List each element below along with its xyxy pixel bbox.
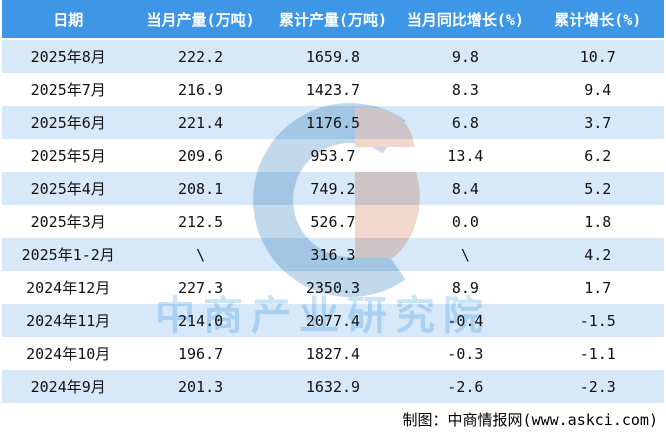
cumulative-output-cell: 526.7 <box>266 205 400 238</box>
cumulative-growth-cell: 1.7 <box>531 271 664 304</box>
table-row: 2025年5月 209.6 953.7 13.4 6.2 <box>2 139 664 172</box>
column-header-monthly-output: 当月产量(万吨) <box>134 0 267 40</box>
monthly-yoy-growth-cell: 13.4 <box>399 139 532 172</box>
header-row: 日期 当月产量(万吨) 累计产量(万吨) 当月同比增长(%) 累计增长(%) <box>2 0 664 40</box>
cumulative-growth-cell: 3.7 <box>531 106 664 139</box>
column-header-monthly-yoy-growth: 当月同比增长(%) <box>399 0 532 40</box>
monthly-output-cell: 196.7 <box>134 337 267 370</box>
cumulative-growth-cell: 9.4 <box>531 73 664 106</box>
cumulative-output-cell: 1659.8 <box>266 40 400 73</box>
monthly-output-cell: \ <box>134 238 267 271</box>
table-header: 日期 当月产量(万吨) 累计产量(万吨) 当月同比增长(%) 累计增长(%) <box>2 0 664 40</box>
cumulative-growth-cell: -1.1 <box>531 337 664 370</box>
table-row: 2025年8月 222.2 1659.8 9.8 10.7 <box>2 40 664 73</box>
column-header-date: 日期 <box>2 0 135 40</box>
column-header-cumulative-output: 累计产量(万吨) <box>266 0 400 40</box>
table-row: 2024年10月 196.7 1827.4 -0.3 -1.1 <box>2 337 664 370</box>
date-cell: 2024年9月 <box>2 370 135 403</box>
date-cell: 2025年5月 <box>2 139 135 172</box>
table-row: 2025年7月 216.9 1423.7 8.3 9.4 <box>2 73 664 106</box>
cumulative-output-cell: 316.3 <box>266 238 400 271</box>
monthly-output-cell: 221.4 <box>134 106 267 139</box>
monthly-output-cell: 208.1 <box>134 172 267 205</box>
monthly-yoy-growth-cell: 8.9 <box>399 271 532 304</box>
monthly-output-cell: 214.0 <box>134 304 267 337</box>
cumulative-growth-cell: -1.5 <box>531 304 664 337</box>
table-body: 2025年8月 222.2 1659.8 9.8 10.7 2025年7月 216.9 142… <box>2 40 664 403</box>
production-data-table: 日期 当月产量(万吨) 累计产量(万吨) 当月同比增长(%) 累计增长(%) 2… <box>2 0 664 403</box>
monthly-output-cell: 227.3 <box>134 271 267 304</box>
monthly-yoy-growth-cell: -0.4 <box>399 304 532 337</box>
cumulative-growth-cell: -2.3 <box>531 370 664 403</box>
cumulative-growth-cell: 10.7 <box>531 40 664 73</box>
table-row: 2024年12月 227.3 2350.3 8.9 1.7 <box>2 271 664 304</box>
date-cell: 2025年6月 <box>2 106 135 139</box>
date-cell: 2025年1-2月 <box>2 238 135 271</box>
table-row: 2025年4月 208.1 749.2 8.4 5.2 <box>2 172 664 205</box>
cumulative-output-cell: 749.2 <box>266 172 400 205</box>
column-header-cumulative-growth: 累计增长(%) <box>531 0 664 40</box>
date-cell: 2024年10月 <box>2 337 135 370</box>
footer-bar: 制图：中商情报网(www.askci.com) <box>0 403 666 436</box>
footer-credit: 制图：中商情报网(www.askci.com) <box>402 411 658 429</box>
table-row: 2024年11月 214.0 2077.4 -0.4 -1.5 <box>2 304 664 337</box>
cumulative-growth-cell: 5.2 <box>531 172 664 205</box>
cumulative-output-cell: 1423.7 <box>266 73 400 106</box>
cumulative-growth-cell: 4.2 <box>531 238 664 271</box>
cumulative-output-cell: 2350.3 <box>266 271 400 304</box>
date-cell: 2025年7月 <box>2 73 135 106</box>
monthly-yoy-growth-cell: \ <box>399 238 532 271</box>
cumulative-output-cell: 1827.4 <box>266 337 400 370</box>
monthly-output-cell: 212.5 <box>134 205 267 238</box>
monthly-yoy-growth-cell: -2.6 <box>399 370 532 403</box>
table-row: 2025年3月 212.5 526.7 0.0 1.8 <box>2 205 664 238</box>
monthly-output-cell: 209.6 <box>134 139 267 172</box>
monthly-yoy-growth-cell: 9.8 <box>399 40 532 73</box>
monthly-yoy-growth-cell: -0.3 <box>399 337 532 370</box>
date-cell: 2025年3月 <box>2 205 135 238</box>
monthly-output-cell: 216.9 <box>134 73 267 106</box>
table-row: 2025年6月 221.4 1176.5 6.8 3.7 <box>2 106 664 139</box>
date-cell: 2025年4月 <box>2 172 135 205</box>
table-row: 2024年9月 201.3 1632.9 -2.6 -2.3 <box>2 370 664 403</box>
cumulative-output-cell: 1632.9 <box>266 370 400 403</box>
cumulative-output-cell: 1176.5 <box>266 106 400 139</box>
monthly-yoy-growth-cell: 8.3 <box>399 73 532 106</box>
cumulative-output-cell: 953.7 <box>266 139 400 172</box>
monthly-output-cell: 201.3 <box>134 370 267 403</box>
monthly-output-cell: 222.2 <box>134 40 267 73</box>
cumulative-output-cell: 2077.4 <box>266 304 400 337</box>
table-row: 2025年1-2月 \ 316.3 \ 4.2 <box>2 238 664 271</box>
monthly-yoy-growth-cell: 6.8 <box>399 106 532 139</box>
date-cell: 2025年8月 <box>2 40 135 73</box>
date-cell: 2024年12月 <box>2 271 135 304</box>
cumulative-growth-cell: 1.8 <box>531 205 664 238</box>
monthly-yoy-growth-cell: 8.4 <box>399 172 532 205</box>
date-cell: 2024年11月 <box>2 304 135 337</box>
cumulative-growth-cell: 6.2 <box>531 139 664 172</box>
monthly-yoy-growth-cell: 0.0 <box>399 205 532 238</box>
